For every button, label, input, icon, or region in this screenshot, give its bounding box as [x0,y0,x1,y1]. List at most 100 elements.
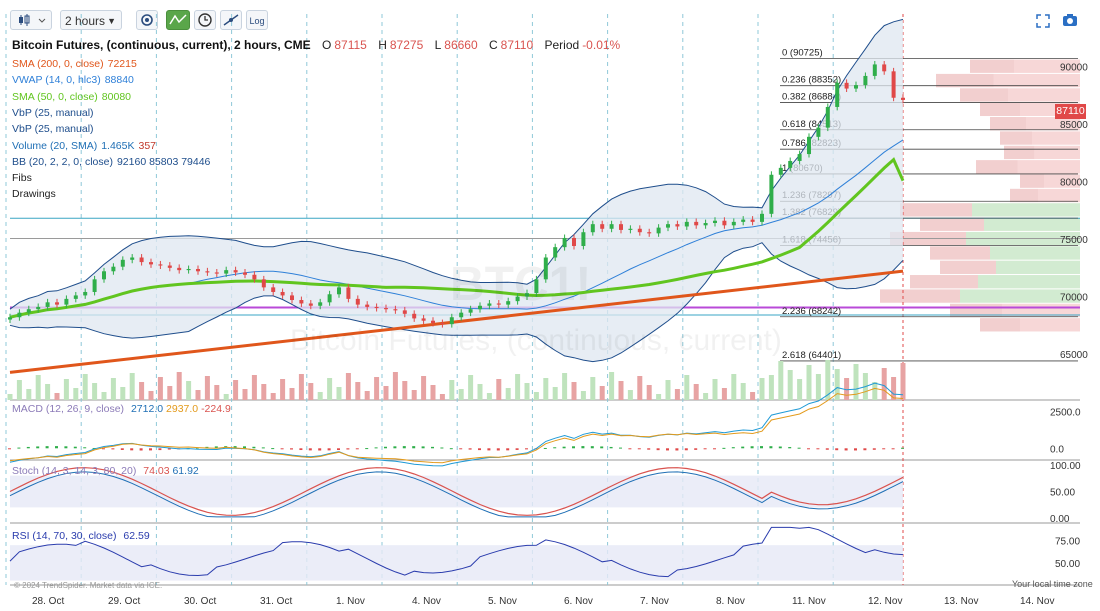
stoch-axis-tick-label: 50.00 [1050,488,1075,499]
log-scale-button[interactable]: Log [246,10,268,30]
legend-row[interactable]: SMA (50, 0, close) 80080 [12,91,135,103]
volume-bar [280,379,286,400]
volume-bar [421,376,427,400]
volume-bar [7,394,13,400]
volume-bar [674,389,680,400]
volume-profile-bar [976,160,1018,174]
candle-body [17,312,22,318]
candle-body [684,221,689,227]
volume-profile-bar [1020,318,1080,332]
candle-body [713,220,717,224]
macd-histogram-bar [788,447,792,449]
legend-row[interactable]: Volume (20, SMA) 1.465K 357 [12,140,160,152]
legend-name: VbP (25, manual) [12,106,94,119]
volume-bar [364,391,370,400]
candle-body [449,317,454,325]
volume-bar [834,369,840,400]
volume-profile-bar [910,275,978,289]
candle-body [346,287,351,299]
volume-bar [562,373,568,400]
fullscreen-button[interactable] [1036,14,1050,28]
timeframe-selector[interactable]: 2 hours ▼ [60,10,122,30]
x-axis-date-label: 31. Oct [260,596,292,607]
x-axis-date-label: 4. Nov [412,596,441,607]
macd-histogram-bar [459,448,463,450]
macd-legend[interactable]: MACD (12, 26, 9, close) 2712.0 2937.0 -2… [12,403,231,415]
x-axis-date-label: 5. Nov [488,596,517,607]
macd-histogram-bar [496,448,500,451]
legend-row[interactable]: BB (20, 2, 2, 0, close) 92160 85803 79446 [12,156,214,168]
y-axis-tick-label: 70000 [1060,293,1088,304]
x-axis-date-label: 12. Nov [868,596,902,607]
indicators-button[interactable] [166,10,190,30]
legend-row[interactable]: Fibs [12,172,36,184]
candle-body [384,308,388,310]
candle-body [525,293,529,297]
drawing-tools-button[interactable] [220,10,242,30]
volume-bar [289,388,295,400]
volume-bar [759,378,765,400]
legend-row[interactable]: VbP (25, manual) [12,107,98,119]
volume-bar [599,386,605,400]
data-credit: © 2024 TrendSpider. Market data via ICE. [14,581,163,590]
chart-type-selector[interactable] [10,10,52,30]
candle-body [64,298,69,305]
candle-body [149,262,153,265]
screenshot-button[interactable] [1062,13,1078,27]
legend-name: SMA (50, 0, close) [12,90,98,103]
volume-bar [73,388,79,400]
legend-row[interactable]: Drawings [12,188,60,200]
candle-body [271,287,276,292]
macd-histogram-bar [891,448,895,450]
macd-legend-name: MACD (12, 26, 9, close) [12,403,125,415]
volume-bar [900,363,906,400]
macd-histogram-bar [280,448,284,450]
clock-button[interactable] [194,10,216,30]
y-axis-tick-label: 75000 [1060,235,1088,246]
volume-bar [844,378,850,400]
volume-bar [881,368,887,400]
candle-body [788,160,793,168]
volume-bar [82,374,88,400]
volume-bar [129,373,135,400]
close-value: 87110 [500,38,534,52]
macd-histogram-bar [553,447,557,449]
candle-body [647,232,652,234]
volume-bar [411,390,417,400]
settings-button[interactable] [136,10,158,30]
candle-body [694,221,699,226]
stoch-band [10,475,903,508]
volume-bar [317,392,323,400]
candle-body [45,302,50,307]
candle-body [290,295,294,301]
legend-row[interactable]: VWAP (14, 0, hlc3) 88840 [12,74,138,86]
volume-bar [872,382,878,400]
volume-profile-bar [1032,131,1080,145]
macd-histogram-bar [308,448,312,451]
chart-title: Bitcoin Futures, (continuous, current), … [12,38,311,52]
timeframe-label: 2 hours [65,14,106,28]
rsi-legend[interactable]: RSI (14, 70, 30, close) 62.59 [12,530,150,542]
candle-body [83,291,88,296]
legend-row[interactable]: SMA (200, 0, close) 72215 [12,58,141,70]
macd-histogram-bar [572,446,575,449]
volume-bar [35,375,41,400]
volume-bar [308,383,314,400]
stoch-d-line [9,471,904,518]
candle-body [233,270,238,273]
volume-bar [797,379,803,400]
candle-body [882,64,887,72]
stoch-legend[interactable]: Stoch (14, 3, 14, 3, 80, 20) 74.03 61.92 [12,465,199,477]
volume-profile-bar [984,217,1080,231]
legend-row[interactable]: VbP (25, manual) [12,123,98,135]
candle-body [769,174,774,214]
macd-histogram-bar [694,448,698,450]
volume-bar [468,375,474,400]
macd-histogram-bar [731,447,735,449]
candle-body [872,64,877,76]
candle-body [177,267,182,271]
volume-bar [609,372,615,400]
macd-histogram-bar [675,448,679,451]
x-axis-date-label: 14. Nov [1020,596,1054,607]
